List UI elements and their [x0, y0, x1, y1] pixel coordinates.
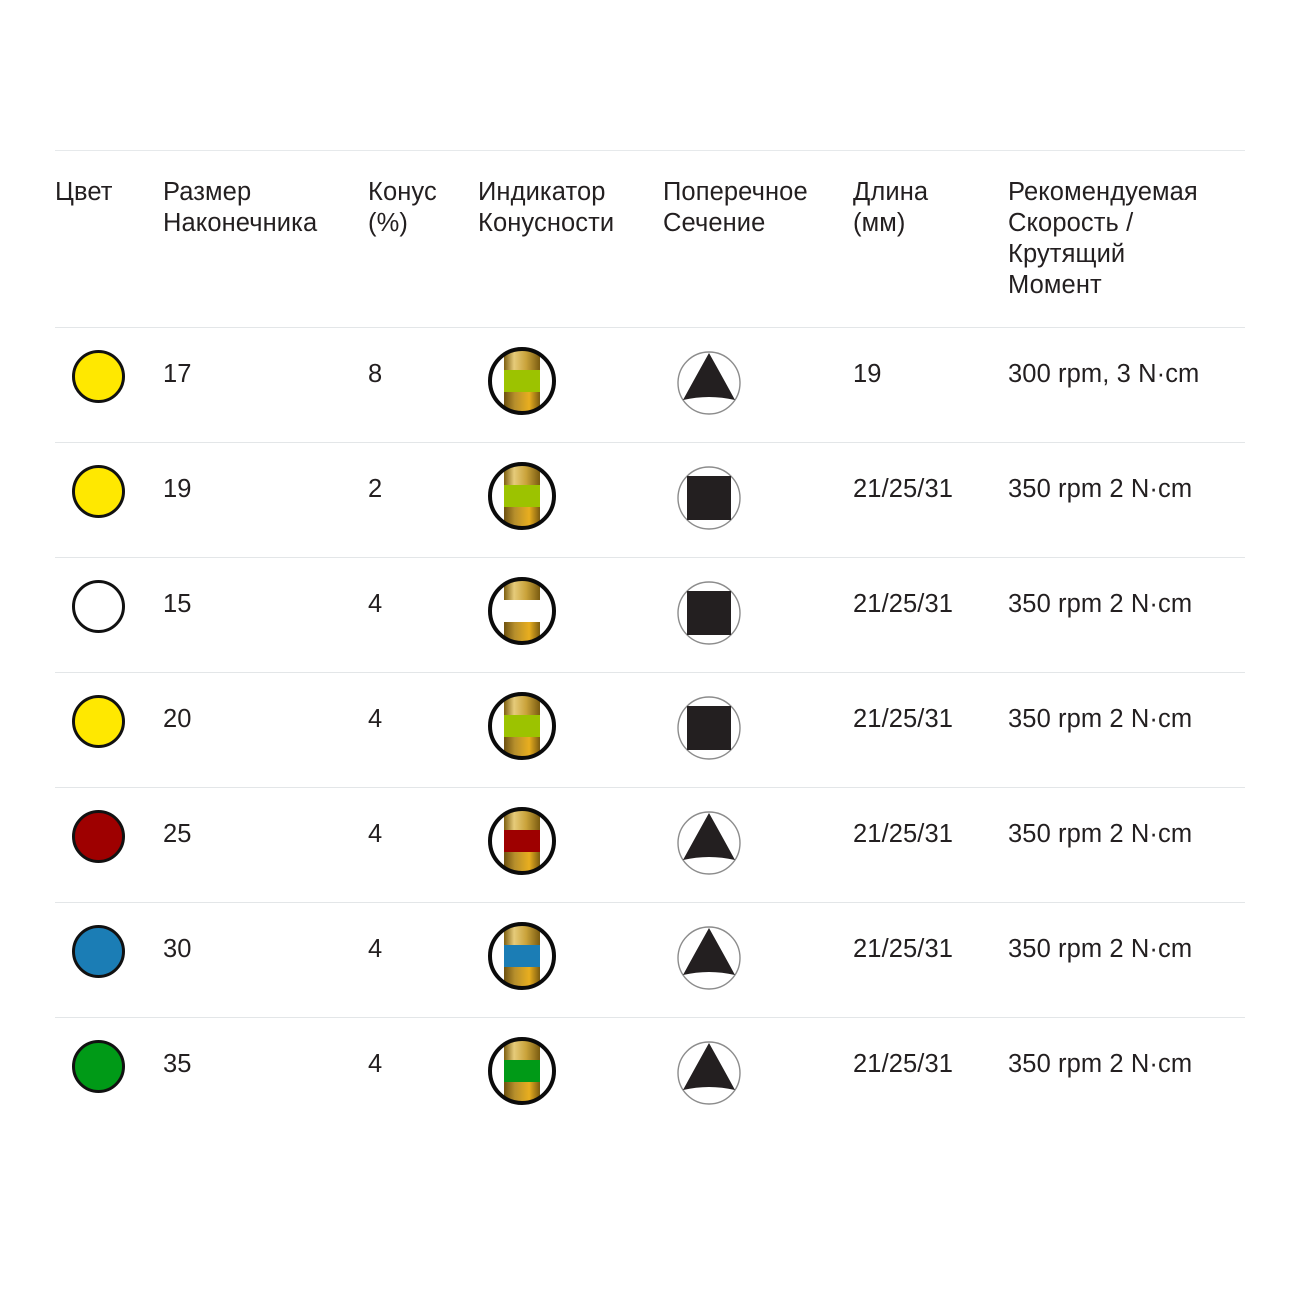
cell-taper-percent: 4 — [368, 1050, 383, 1078]
cell-color — [55, 1035, 163, 1093]
endodontic-file-specification-table: Цвет Размер Наконечника Конус (%) Индика… — [55, 150, 1245, 1132]
cell-color — [55, 460, 163, 518]
row-separator-rule — [55, 902, 1245, 903]
color-swatch-blue — [72, 925, 125, 978]
table-row: 25 4 — [55, 788, 1245, 902]
cell-cross-section — [663, 1035, 853, 1111]
cross-section-triangle-icon — [677, 351, 741, 415]
table-row: 15 4 — [55, 558, 1245, 672]
cell-taper-indicator — [478, 690, 663, 762]
color-swatch-yellow — [72, 350, 125, 403]
table-row: 17 8 — [55, 328, 1245, 442]
column-header-cross-section: Поперечное Сечение — [663, 178, 808, 237]
cell-speed-torque: 350 rpm 2 N·cm — [1008, 590, 1193, 618]
table-top-rule — [55, 150, 1245, 151]
column-header-speed-torque: Рекомендуемая Скорость / Крутящий Момент — [1008, 178, 1198, 299]
cell-taper-indicator — [478, 1035, 663, 1107]
cell-taper-percent: 4 — [368, 820, 383, 848]
cell-length: 21/25/31 — [853, 590, 954, 618]
cell-taper-indicator — [478, 575, 663, 647]
cell-cross-section — [663, 575, 853, 651]
cell-taper-indicator — [478, 805, 663, 877]
taper-indicator-icon — [488, 577, 556, 645]
row-separator-rule — [55, 672, 1245, 673]
cell-cross-section — [663, 920, 853, 996]
cross-section-triangle-icon — [677, 811, 741, 875]
taper-indicator-icon — [488, 462, 556, 530]
cell-taper-indicator — [478, 920, 663, 992]
cell-taper-percent: 2 — [368, 475, 383, 503]
cell-tip-size: 19 — [163, 475, 192, 503]
cell-taper-percent: 8 — [368, 360, 383, 388]
row-separator-rule — [55, 442, 1245, 443]
cell-speed-torque: 350 rpm 2 N·cm — [1008, 1050, 1193, 1078]
table-row: 19 2 — [55, 443, 1245, 557]
cell-color — [55, 805, 163, 863]
cell-tip-size: 15 — [163, 590, 192, 618]
cell-tip-size: 17 — [163, 360, 192, 388]
column-header-taper-percent: Конус (%) — [368, 178, 437, 237]
cell-cross-section — [663, 460, 853, 536]
cell-tip-size: 30 — [163, 935, 192, 963]
cell-tip-size: 25 — [163, 820, 192, 848]
taper-indicator-icon — [488, 1037, 556, 1105]
row-separator-rule — [55, 787, 1245, 788]
cell-taper-indicator — [478, 460, 663, 532]
cell-tip-size: 20 — [163, 705, 192, 733]
column-header-tip-size: Размер Наконечника — [163, 178, 318, 237]
cell-speed-torque: 350 rpm 2 N·cm — [1008, 705, 1193, 733]
cross-section-square-icon — [677, 466, 741, 530]
cell-color — [55, 345, 163, 403]
table-row: 35 4 — [55, 1018, 1245, 1132]
cell-length: 21/25/31 — [853, 705, 954, 733]
color-swatch-green — [72, 1040, 125, 1093]
color-swatch-yellow — [72, 465, 125, 518]
cell-speed-torque: 350 rpm 2 N·cm — [1008, 475, 1193, 503]
cell-length: 21/25/31 — [853, 475, 954, 503]
cell-taper-percent: 4 — [368, 935, 383, 963]
cell-tip-size: 35 — [163, 1050, 192, 1078]
row-separator-rule — [55, 557, 1245, 558]
taper-indicator-icon — [488, 692, 556, 760]
cross-section-square-icon — [677, 696, 741, 760]
cross-section-square-icon — [677, 581, 741, 645]
cell-length: 21/25/31 — [853, 935, 954, 963]
cell-taper-indicator — [478, 345, 663, 417]
table-row: 20 4 — [55, 673, 1245, 787]
cell-cross-section — [663, 805, 853, 881]
column-header-length: Длина (мм) — [853, 178, 929, 237]
column-header-color: Цвет — [55, 178, 113, 206]
cell-length: 21/25/31 — [853, 820, 954, 848]
table-row: 30 4 — [55, 903, 1245, 1017]
table-header-row: Цвет Размер Наконечника Конус (%) Индика… — [55, 151, 1245, 327]
row-separator-rule — [55, 1017, 1245, 1018]
cell-speed-torque: 300 rpm, 3 N·cm — [1008, 360, 1200, 388]
taper-indicator-icon — [488, 922, 556, 990]
cell-cross-section — [663, 690, 853, 766]
table-body: 17 8 — [55, 328, 1245, 1132]
cell-taper-percent: 4 — [368, 590, 383, 618]
taper-indicator-icon — [488, 807, 556, 875]
cell-cross-section — [663, 345, 853, 421]
cell-speed-torque: 350 rpm 2 N·cm — [1008, 820, 1193, 848]
cell-length: 19 — [853, 360, 882, 388]
cell-length: 21/25/31 — [853, 1050, 954, 1078]
color-swatch-red — [72, 810, 125, 863]
cell-color — [55, 575, 163, 633]
cell-speed-torque: 350 rpm 2 N·cm — [1008, 935, 1193, 963]
color-swatch-white — [72, 580, 125, 633]
cell-color — [55, 690, 163, 748]
cell-taper-percent: 4 — [368, 705, 383, 733]
color-swatch-yellow — [72, 695, 125, 748]
column-header-taper-indicator: Индикатор Конусности — [478, 178, 615, 237]
header-bottom-rule — [55, 327, 1245, 328]
cross-section-triangle-icon — [677, 926, 741, 990]
cross-section-triangle-icon — [677, 1041, 741, 1105]
taper-indicator-icon — [488, 347, 556, 415]
cell-color — [55, 920, 163, 978]
